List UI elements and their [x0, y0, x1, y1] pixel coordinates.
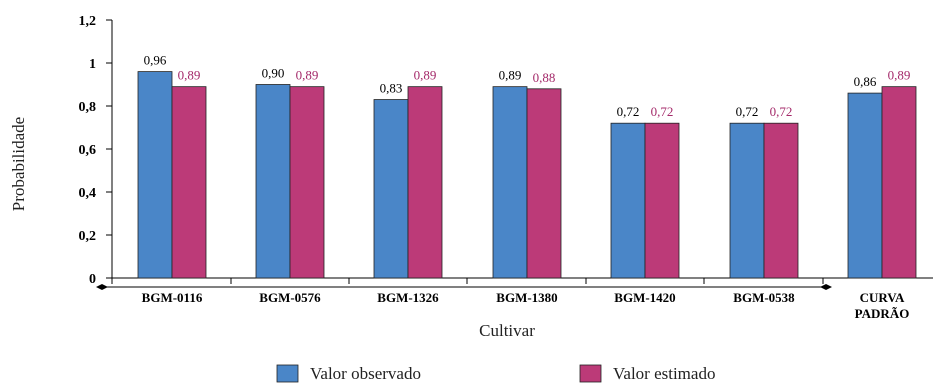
x-tick-label: BGM-1326 — [377, 290, 439, 305]
y-axis-title: Probabilidade — [9, 117, 28, 211]
data-label-estimated: 0,89 — [888, 68, 911, 83]
bar-observed — [729, 122, 765, 279]
bar-observed — [610, 122, 646, 279]
data-label-estimated: 0,89 — [296, 68, 319, 83]
bar-observed — [847, 92, 883, 279]
y-tick-label: 0,2 — [79, 229, 97, 244]
data-labels: 0,96 0,90 0,83 0,89 0,72 0,72 0,86 0,89 0,89 0,89… — [144, 53, 911, 120]
data-label-observed: 0,89 — [499, 68, 522, 83]
data-label-observed: 0,72 — [736, 104, 759, 119]
data-label-observed: 0,72 — [617, 104, 640, 119]
y-tick-label: 1 — [89, 57, 96, 72]
legend-swatch-estimated — [579, 364, 602, 383]
data-label-observed: 0,83 — [380, 81, 403, 96]
bar-observed — [492, 86, 528, 279]
x-tick-label: CURVA PADRÃO — [855, 290, 910, 321]
bracket-left-diamond — [96, 284, 108, 290]
data-label-estimated: 0,88 — [533, 70, 556, 85]
legend-swatch-observed — [276, 364, 299, 383]
y-tick-label: 0,6 — [79, 143, 97, 158]
legend-label-estimated: Valor estimado — [613, 364, 715, 383]
data-label-estimated: 0,72 — [770, 104, 793, 119]
bar-estimated — [407, 86, 443, 279]
data-label-observed: 0,86 — [854, 74, 877, 89]
y-tick-label: 0,4 — [79, 186, 97, 201]
bar-estimated — [763, 122, 799, 279]
data-label-estimated: 0,89 — [414, 68, 437, 83]
x-tick-label: BGM-1380 — [496, 290, 557, 305]
legend-label-observed: Valor observado — [310, 364, 421, 383]
y-tick-label: 1,2 — [79, 14, 97, 29]
bar-observed — [137, 71, 173, 279]
bar-estimated — [289, 86, 325, 279]
bars — [137, 71, 917, 279]
y-tick-label: 0 — [89, 272, 96, 287]
x-tick-label: BGM-1420 — [614, 290, 675, 305]
bar-estimated — [171, 86, 207, 279]
data-label-observed: 0,90 — [262, 66, 285, 81]
bar-observed — [373, 99, 409, 279]
bar-observed — [255, 84, 291, 279]
x-tick-label: BGM-0116 — [142, 290, 203, 305]
bracket-right-diamond — [820, 284, 832, 290]
y-tick-label: 0,8 — [79, 100, 97, 115]
bar-estimated — [526, 88, 562, 279]
data-label-estimated: 0,89 — [178, 68, 201, 83]
x-axis-title: Cultivar — [479, 321, 535, 340]
x-tick-label: BGM-0576 — [259, 290, 321, 305]
data-label-estimated: 0,72 — [651, 104, 674, 119]
bar-estimated — [644, 122, 680, 279]
data-label-observed: 0,96 — [144, 53, 167, 68]
x-tick-label: BGM-0538 — [733, 290, 795, 305]
legend: Valor observado Valor estimado — [276, 364, 715, 383]
bar-estimated — [881, 86, 917, 279]
